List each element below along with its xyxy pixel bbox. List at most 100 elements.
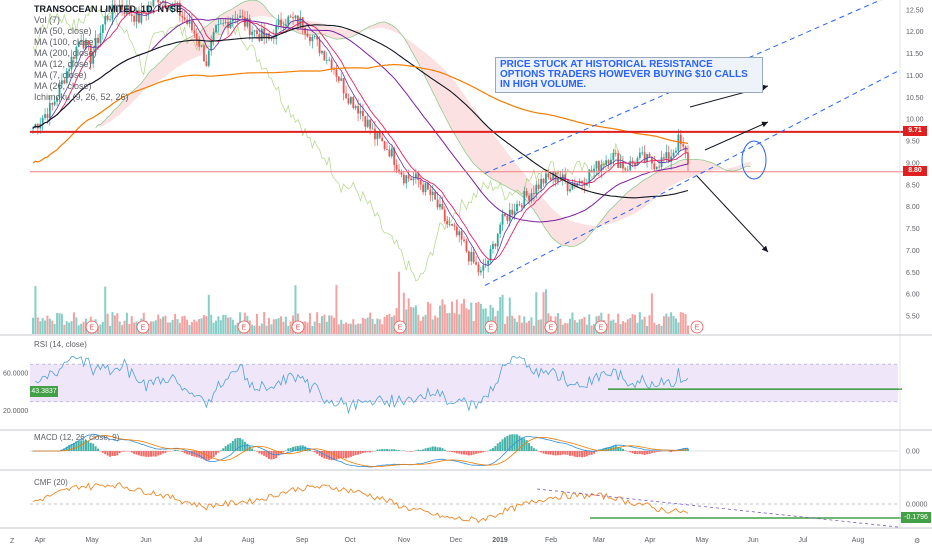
macd-histogram-bar — [451, 451, 454, 453]
macd-histogram-bar — [166, 451, 169, 452]
macd-histogram-bar — [441, 448, 444, 451]
legend-item-ma50[interactable]: MA (50, close) — [34, 26, 92, 36]
volume-bar — [426, 301, 429, 334]
volume-bar — [205, 316, 208, 334]
candle-body — [453, 225, 456, 227]
macd-histogram-bar — [629, 451, 632, 453]
macd-histogram-bar — [595, 451, 598, 452]
volume-bar — [101, 321, 104, 334]
volume-bar — [561, 324, 564, 334]
volume-bar — [383, 316, 386, 334]
volume-bar — [234, 324, 237, 334]
volume-bar — [617, 313, 620, 334]
macd-histogram-bar — [535, 449, 538, 451]
macd-histogram-bar — [658, 451, 661, 452]
candle-body — [44, 114, 46, 118]
macd-histogram-bar — [479, 451, 482, 453]
price-axis-tick: 9.50 — [906, 139, 920, 146]
analysis-note[interactable]: PRICE STUCK AT HISTORICAL RESISTANCE OPT… — [495, 57, 763, 93]
settings-gear-icon[interactable]: ⚙ — [914, 538, 921, 545]
macd-histogram-bar — [390, 449, 393, 451]
candle-body — [58, 84, 61, 98]
macd-histogram-bar — [424, 448, 427, 451]
macd-histogram-bar — [491, 447, 494, 451]
rsi-legend[interactable]: RSI (14, close) — [34, 340, 87, 349]
candle-body — [198, 39, 201, 47]
macd-histogram-bar — [496, 443, 499, 451]
legend-item-vol[interactable]: Vol (7) — [34, 15, 61, 25]
candle-body — [441, 203, 444, 210]
symbol-title[interactable]: TRANSOCEAN LIMITED, 1D, NYSE — [34, 4, 183, 14]
macd-histogram-bar — [316, 451, 319, 454]
macd-histogram-bar — [137, 451, 140, 456]
macd-histogram-bar — [429, 447, 432, 451]
volume-bar — [395, 307, 398, 334]
price-axis-tick: 6.50 — [906, 270, 920, 277]
candle-body — [470, 251, 473, 262]
macd-histogram-bar — [116, 451, 119, 456]
candle-body — [321, 50, 323, 54]
volume-bar — [357, 323, 360, 334]
legend-item-ma100[interactable]: MA (100, close) — [34, 37, 97, 47]
cmf-pane — [30, 482, 902, 528]
macd-histogram-bar — [590, 451, 593, 455]
volume-bar — [352, 319, 355, 334]
price-axis-tick: 8.50 — [906, 182, 920, 189]
candle-body — [347, 98, 350, 104]
candle-body — [32, 128, 34, 129]
volume-bar — [133, 322, 136, 334]
volume-bar — [684, 314, 687, 334]
candle-body — [118, 4, 121, 12]
volume-bar — [537, 319, 540, 334]
candle-body — [429, 189, 432, 196]
candle-body — [467, 251, 470, 262]
volume-bar — [272, 319, 275, 334]
time-axis-tick: May — [85, 537, 99, 544]
legend-item-ichimoku[interactable]: Ichimoku (9, 26, 52, 26) — [34, 92, 129, 102]
macd-histogram-bar — [241, 439, 244, 451]
volume-bar — [513, 318, 516, 334]
volume-bar — [482, 308, 485, 334]
volume-bar — [626, 319, 629, 334]
cmf-trend-line — [536, 488, 899, 528]
macd-histogram-bar — [325, 451, 328, 459]
timezone-icon[interactable]: Z — [10, 538, 15, 545]
candle-body — [246, 18, 249, 27]
candle-body — [439, 203, 441, 208]
candle-body — [63, 80, 66, 84]
volume-bar — [174, 313, 177, 334]
time-axis-tick: Aug — [852, 537, 865, 544]
candle-body — [513, 211, 516, 215]
volume-bar — [97, 325, 100, 334]
volume-bar — [453, 313, 456, 334]
macd-histogram-bar — [330, 451, 333, 461]
candle-body — [113, 4, 116, 11]
macd-histogram-bar — [89, 442, 92, 451]
macd-histogram-bar — [648, 451, 651, 455]
volume-bar — [634, 314, 637, 334]
candle-body — [289, 16, 292, 18]
volume-bar — [564, 322, 567, 334]
macd-histogram-bar — [224, 446, 227, 451]
candle-body — [407, 175, 410, 179]
macd-histogram-bar — [342, 451, 345, 459]
legend-item-ma12[interactable]: MA (12, close) — [34, 59, 92, 69]
price-axis-tick: 7.50 — [906, 226, 920, 233]
candle-body — [268, 33, 270, 40]
macd-legend[interactable]: MACD (12, 26, close, 9) — [34, 433, 120, 442]
volume-bar — [333, 317, 336, 334]
legend-item-ma200[interactable]: MA (200, close) — [34, 48, 97, 58]
macd-histogram-bar — [634, 451, 637, 455]
candle-body — [540, 178, 543, 189]
candle-body — [557, 178, 559, 182]
cmf-legend[interactable]: CMF (20) — [34, 478, 68, 487]
volume-bar — [169, 322, 172, 334]
candle-body — [99, 32, 102, 44]
legend-item-ma26[interactable]: MA (26, close) — [34, 81, 92, 91]
volume-bar — [499, 297, 502, 334]
ichimoku-lagging-span — [32, 5, 626, 282]
macd-histogram-bar — [282, 451, 285, 453]
time-axis-tick: Apr — [645, 537, 657, 544]
legend-item-ma7[interactable]: MA (7, close) — [34, 70, 87, 80]
